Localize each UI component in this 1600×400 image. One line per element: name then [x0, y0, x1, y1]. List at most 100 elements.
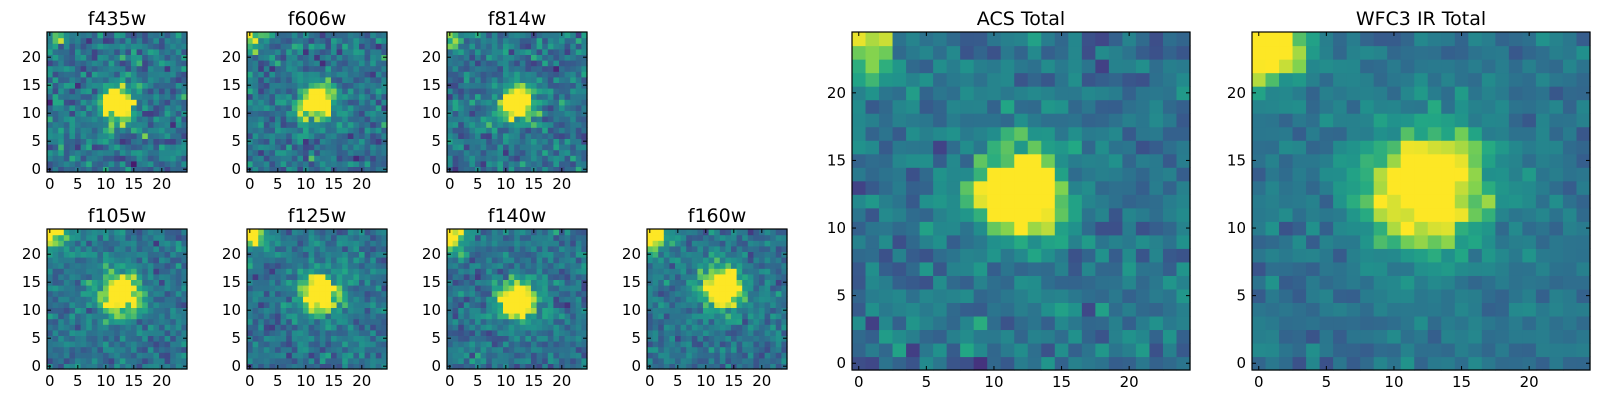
pixel-cell [1068, 194, 1083, 209]
pixel-cell [960, 342, 975, 358]
pixel-cell [669, 290, 676, 297]
pixel-cell [286, 229, 293, 236]
pixel-cell [770, 279, 777, 286]
pixel-cell [147, 116, 154, 123]
pixel-cell [469, 99, 476, 106]
pixel-cell [47, 99, 54, 106]
pixel-cell [575, 251, 582, 258]
pixel-cell [973, 180, 988, 195]
pixel-cell [153, 285, 160, 292]
pixel-cell [525, 313, 532, 320]
pixel-cell [1176, 275, 1191, 290]
pixel-cell [742, 290, 749, 297]
pixel-cell [63, 144, 70, 151]
pixel-cell [75, 346, 82, 353]
pixel-cell [125, 71, 132, 78]
pixel-cell [1068, 234, 1083, 249]
pixel-cell [553, 121, 560, 128]
pixel-cell [331, 335, 338, 342]
pixel-cell [353, 296, 360, 303]
pixel-cell [336, 65, 343, 72]
pixel-cell [342, 93, 349, 100]
pixel-cell [708, 240, 715, 247]
pixel-cell [675, 262, 682, 269]
pixel-cell [91, 48, 98, 55]
pixel-cell [906, 315, 921, 331]
pixel-cell [570, 329, 577, 336]
pixel-cell [247, 116, 254, 123]
pixel-cell [247, 60, 254, 67]
pixel-cell [247, 127, 254, 134]
pixel-cell [559, 307, 566, 314]
pixel-cell [247, 245, 254, 252]
pixel-cell [136, 335, 143, 342]
pixel-cell [581, 121, 588, 128]
pixel-cell [933, 302, 948, 317]
pixel-cell [714, 324, 721, 331]
pixel-cell [536, 82, 543, 89]
pixel-cell [325, 346, 332, 353]
pixel-cell [919, 275, 934, 290]
pixel-cell [691, 279, 698, 286]
pixel-cell [291, 352, 298, 359]
pixel-cell [63, 32, 70, 39]
y-tick-label: 20 [622, 245, 641, 263]
pixel-cell [381, 155, 388, 162]
pixel-cell [906, 248, 921, 263]
pixel-cell [1149, 221, 1164, 236]
pixel-cell [946, 194, 961, 209]
pixel-cell [142, 273, 149, 280]
pixel-cell [559, 121, 566, 128]
pixel-cell [736, 352, 743, 359]
pixel-cell [508, 88, 515, 95]
pixel-cell [58, 285, 65, 292]
pixel-cell [1054, 167, 1069, 182]
pixel-cell [108, 301, 115, 308]
pixel-cell [736, 296, 743, 303]
pixel-cell [97, 60, 104, 67]
pixel-cell [69, 32, 76, 39]
pixel-cell [252, 357, 259, 364]
pixel-cell [331, 279, 338, 286]
pixel-cell [525, 93, 532, 100]
pixel-cell [319, 290, 326, 297]
pixel-cell [1095, 315, 1110, 331]
pixel-cell [286, 155, 293, 162]
pixel-cell [175, 48, 182, 55]
pixel-cell [759, 318, 766, 325]
pixel-cell [291, 341, 298, 348]
pixel-cell [269, 32, 276, 39]
pixel-cell [452, 132, 459, 139]
pixel-cell [531, 324, 538, 331]
pixel-cell [297, 144, 304, 151]
pixel-cell [164, 262, 171, 269]
pixel-cell [297, 357, 304, 364]
pixel-cell [452, 65, 459, 72]
pixel-cell [525, 251, 532, 258]
pixel-cell [325, 88, 332, 95]
pixel-cell [370, 138, 377, 145]
pixel-cell [680, 234, 687, 241]
pixel-cell [286, 76, 293, 83]
pixel-cell [114, 357, 121, 364]
pixel-cell [486, 229, 493, 236]
pixel-cell [503, 155, 510, 162]
pixel-cell [119, 104, 126, 111]
pixel-cell [480, 127, 487, 134]
pixel-cell [52, 132, 59, 139]
pixel-cell [669, 324, 676, 331]
pixel-cell [125, 138, 132, 145]
pixel-cell [336, 307, 343, 314]
pixel-cell [469, 262, 476, 269]
pixel-cell [147, 155, 154, 162]
pixel-cell [119, 352, 126, 359]
pixel-cell [508, 99, 515, 106]
pixel-cell [308, 121, 315, 128]
pixel-cell [508, 60, 515, 67]
pixel-cell [47, 88, 54, 95]
pixel-cell [75, 329, 82, 336]
pixel-cell [280, 127, 287, 134]
pixel-cell [514, 110, 521, 117]
pixel-cell [714, 335, 721, 342]
